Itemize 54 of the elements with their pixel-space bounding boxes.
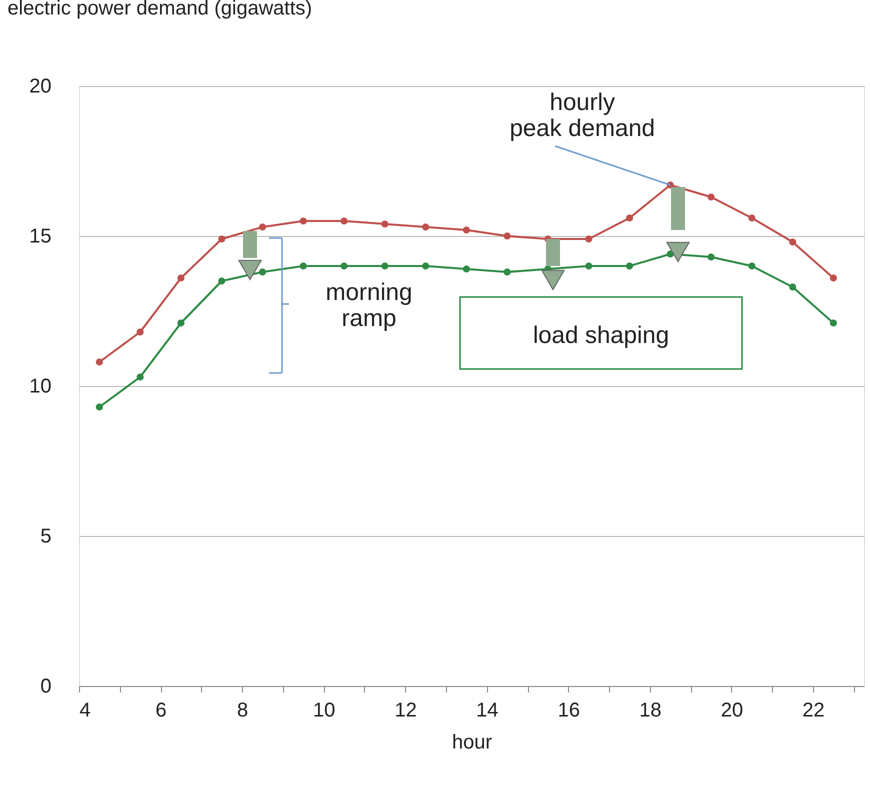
point xyxy=(218,277,226,285)
y-tick-label: 0 xyxy=(40,676,52,698)
x-tick-label: 10 xyxy=(313,700,336,722)
x-tick-label: 6 xyxy=(155,700,167,722)
y-axis-title: electric power demand (gigawatts) xyxy=(8,0,312,20)
x-tick-label: 8 xyxy=(237,700,248,722)
x-axis-title: hour xyxy=(452,732,492,754)
point xyxy=(177,319,184,327)
point xyxy=(504,268,511,276)
x-tick-label: 14 xyxy=(476,700,498,722)
point xyxy=(381,220,388,228)
point xyxy=(300,217,307,225)
x-tick-label: 20 xyxy=(720,700,744,722)
annotation: hourly peak demand xyxy=(510,89,656,142)
y-tick-label: 5 xyxy=(40,526,52,548)
point xyxy=(136,328,144,336)
y-tick-label: 20 xyxy=(29,76,52,98)
point xyxy=(748,262,756,270)
annotation: load shaping xyxy=(532,322,670,349)
point xyxy=(96,358,103,366)
point xyxy=(218,235,226,243)
point xyxy=(258,223,266,231)
point xyxy=(585,235,592,243)
point xyxy=(340,262,348,270)
point xyxy=(96,403,103,411)
y-tick-label: 15 xyxy=(29,226,52,248)
point xyxy=(830,319,837,327)
x-tick-label: 22 xyxy=(802,700,825,722)
point xyxy=(300,262,307,270)
point xyxy=(136,373,144,381)
point xyxy=(340,217,348,225)
point xyxy=(626,214,634,222)
point xyxy=(626,262,634,270)
point xyxy=(748,214,756,222)
annotation: morning ramp xyxy=(326,279,412,332)
y-tick-label: 10 xyxy=(29,376,52,398)
x-tick-label: 4 xyxy=(80,700,91,722)
point xyxy=(462,265,470,273)
point xyxy=(789,238,796,246)
x-tick-label: 16 xyxy=(558,700,580,722)
point xyxy=(585,262,592,270)
point xyxy=(422,262,430,270)
point xyxy=(462,226,470,234)
point xyxy=(708,193,715,201)
x-tick-label: 12 xyxy=(394,700,417,722)
point xyxy=(177,274,184,282)
point xyxy=(708,253,715,261)
point xyxy=(381,262,388,270)
point xyxy=(789,283,796,291)
point xyxy=(504,232,511,240)
point xyxy=(830,274,837,282)
x-tick-label: 18 xyxy=(639,700,662,722)
point xyxy=(258,268,266,276)
point xyxy=(422,223,430,231)
